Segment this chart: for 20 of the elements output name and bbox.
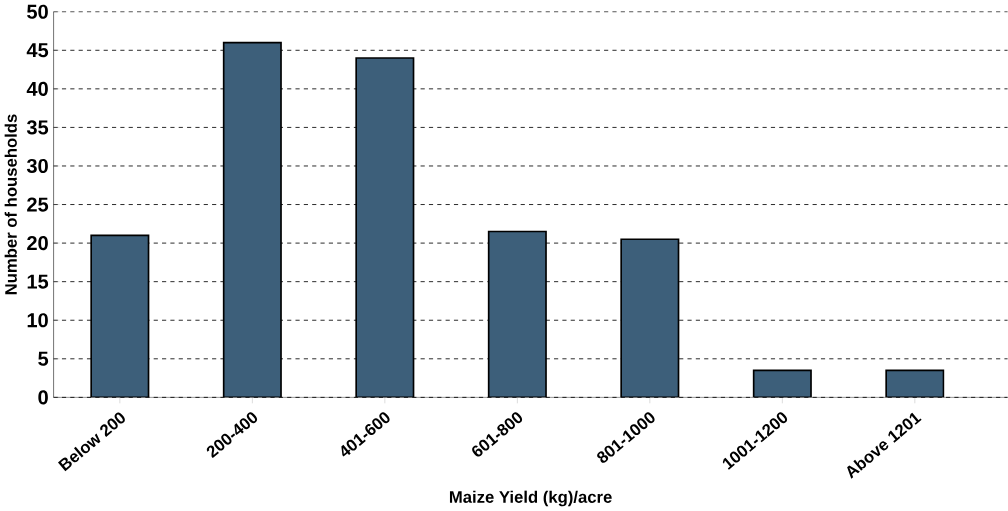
bar	[752, 369, 812, 398]
y-tick-label: 30	[26, 158, 48, 174]
y-tick-label: 20	[27, 236, 48, 251]
y-tick-label: 35	[26, 120, 49, 135]
bar	[885, 369, 945, 398]
y-tick-label: 10	[27, 313, 48, 328]
y-tick-label: 5	[38, 351, 49, 366]
y-axis-title: Number of households	[4, 114, 17, 295]
bar	[222, 41, 282, 398]
y-tick-label: 45	[26, 43, 49, 58]
y-tick-label: 25	[27, 197, 49, 212]
bar	[90, 234, 150, 398]
x-axis-title: Maize Yield (kg)/acre	[449, 490, 612, 507]
bar	[355, 57, 415, 398]
bar	[620, 238, 680, 398]
bar	[487, 230, 547, 398]
y-tick-label: 0	[38, 390, 48, 405]
y-tick-label: 15	[27, 274, 49, 289]
y-tick-label: 50	[27, 4, 48, 19]
y-tick-label: 40	[26, 81, 48, 96]
